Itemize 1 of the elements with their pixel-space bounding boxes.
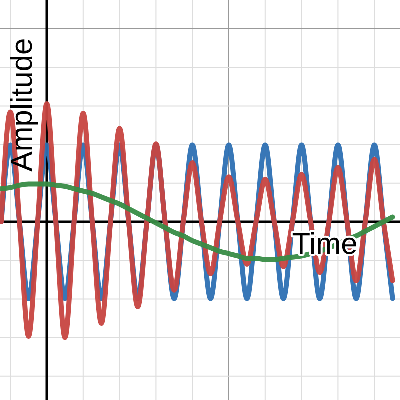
y-axis-title: Amplitude (6, 38, 39, 172)
